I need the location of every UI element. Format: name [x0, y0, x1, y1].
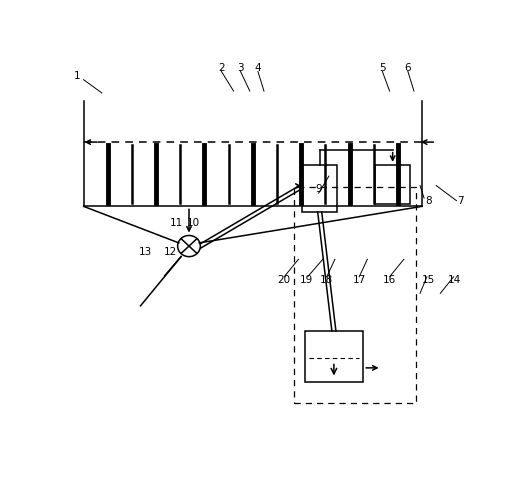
Bar [294, 188, 416, 403]
Text: 19: 19 [300, 275, 313, 285]
Text: 6: 6 [405, 63, 411, 73]
Text: 20: 20 [277, 275, 290, 285]
Text: 5: 5 [379, 63, 385, 73]
Text: 14: 14 [448, 275, 461, 285]
Text: 18: 18 [320, 275, 334, 285]
Text: 12: 12 [163, 247, 177, 257]
Text: 13: 13 [139, 247, 152, 257]
Bar [376, 165, 410, 204]
Text: 11: 11 [169, 218, 183, 228]
Text: 8: 8 [425, 196, 431, 206]
Text: 2: 2 [218, 63, 225, 73]
Text: 3: 3 [237, 63, 244, 73]
Bar [304, 331, 363, 382]
Text: 4: 4 [255, 63, 261, 73]
Text: 16: 16 [383, 275, 396, 285]
Text: 7: 7 [457, 196, 464, 206]
Text: 10: 10 [187, 218, 200, 228]
Text: 15: 15 [422, 275, 435, 285]
Text: 17: 17 [353, 275, 366, 285]
Bar [302, 165, 337, 212]
Text: 9: 9 [315, 184, 322, 194]
Text: 1: 1 [73, 71, 80, 81]
